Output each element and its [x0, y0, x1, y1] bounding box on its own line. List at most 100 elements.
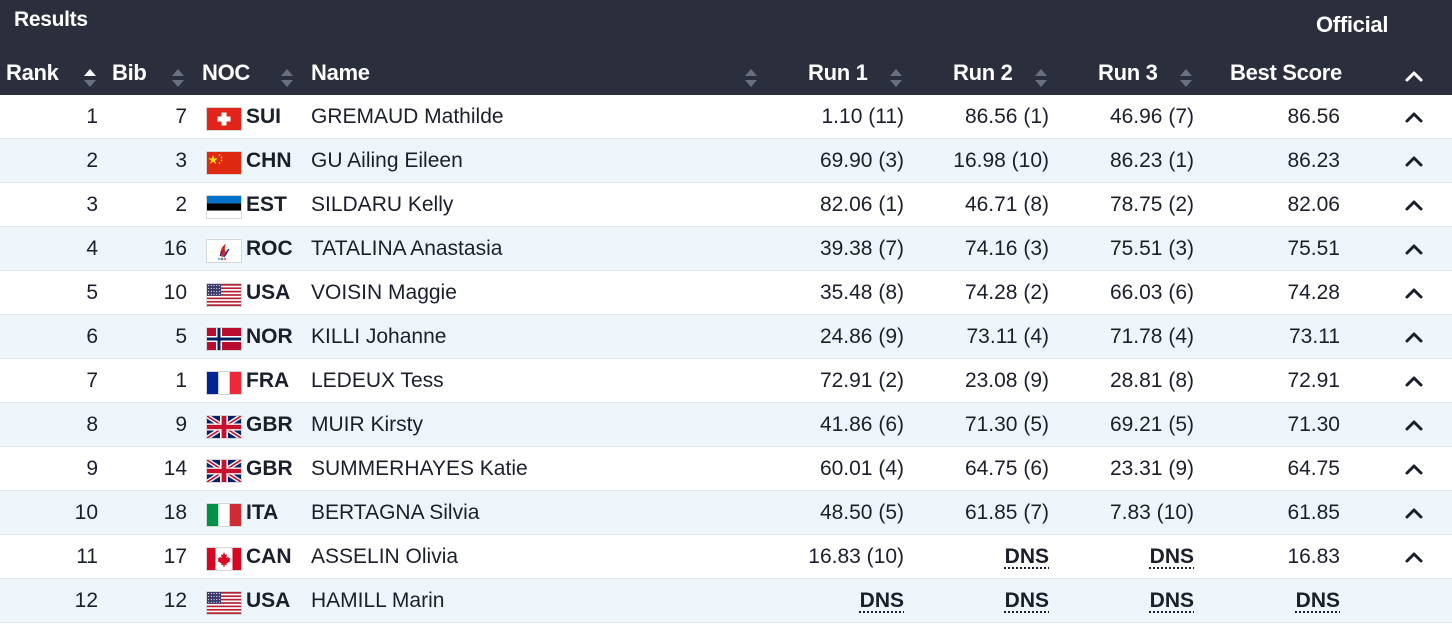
dns-marker[interactable]: DNS — [1004, 545, 1049, 568]
run2-cell: 74.16 (3) — [964, 237, 1049, 260]
flag-est-icon — [206, 195, 242, 219]
column-header-bib[interactable]: Bib — [112, 60, 147, 85]
table-row[interactable]: 10 18 ITA BERTAGNA Silvia 48.50 (5) 61.85 (7)… — [0, 491, 1452, 535]
table-row[interactable]: 7 1 FRA LEDEUX Tess 72.91 (2) 23.08 (9) 28.81 … — [0, 359, 1452, 403]
chevron-up-icon[interactable] — [1404, 197, 1424, 213]
dns-marker[interactable]: DNS — [1149, 545, 1194, 568]
rank-cell: 7 — [86, 369, 98, 392]
column-header-name[interactable]: Name — [311, 60, 370, 85]
run2-cell: 23.08 (9) — [964, 369, 1049, 392]
athlete-name[interactable]: BERTAGNA Silvia — [311, 501, 480, 524]
best-cell: 74.28 — [1287, 281, 1340, 304]
chevron-up-icon[interactable] — [1404, 68, 1424, 84]
athlete-name[interactable]: KILLI Johanne — [311, 325, 447, 348]
table-row[interactable]: 4 16 ROC TATALINA Anastasia 39.38 (7) 74.16 (… — [0, 227, 1452, 271]
flag-usa-icon — [206, 283, 242, 307]
chevron-up-icon[interactable] — [1404, 109, 1424, 125]
run3-cell: 7.83 (10) — [1109, 501, 1194, 524]
chevron-up-icon[interactable] — [1404, 285, 1424, 301]
sort-arrows-icon[interactable] — [744, 67, 758, 89]
sort-arrows-icon[interactable] — [1179, 67, 1193, 89]
dns-marker[interactable]: DNS — [859, 589, 904, 612]
sort-arrows-icon[interactable] — [889, 67, 903, 89]
rank-cell: 9 — [86, 457, 98, 480]
athlete-name[interactable]: GREMAUD Mathilde — [311, 105, 504, 128]
flag-nor-icon — [206, 327, 242, 351]
table-row[interactable]: 5 10 USA VOISIN Maggie 35.48 (8) 74.28 (2) 66.… — [0, 271, 1452, 315]
run2-cell: 74.28 (2) — [964, 281, 1049, 304]
chevron-up-icon[interactable] — [1404, 417, 1424, 433]
table-row[interactable]: 9 14 GBR SUMMERHAYES Katie 60.01 (4) 64.75 (6… — [0, 447, 1452, 491]
table-row[interactable]: 1 7 SUI GREMAUD Mathilde 1.10 (11) 86.56 (1) 4… — [0, 95, 1452, 139]
noc-code: ITA — [246, 501, 279, 524]
best-cell: 72.91 — [1287, 369, 1340, 392]
bib-cell: 18 — [163, 501, 187, 524]
sort-arrows-icon[interactable] — [171, 67, 185, 89]
table-row[interactable]: 8 9 GBR MUIR Kirsty 41.86 (6) 71.30 (5) 69.21 … — [0, 403, 1452, 447]
chevron-up-icon[interactable] — [1404, 549, 1424, 565]
noc-code: USA — [246, 281, 291, 304]
chevron-up-icon[interactable] — [1404, 373, 1424, 389]
noc-code: CAN — [246, 545, 292, 568]
column-header-noc[interactable]: NOC — [202, 60, 250, 85]
table-row[interactable]: 12 12 USA HAMILL Marin DNS DNS DNS DNS — [0, 579, 1452, 623]
athlete-name[interactable]: VOISIN Maggie — [311, 281, 457, 304]
bib-cell: 1 — [175, 369, 187, 392]
column-header-run3[interactable]: Run 3 — [1098, 60, 1158, 85]
run3-cell: 46.96 (7) — [1109, 105, 1194, 128]
run1-cell: DNS — [760, 590, 904, 612]
run1-cell: 16.83 (10) — [808, 545, 904, 568]
athlete-name[interactable]: MUIR Kirsty — [311, 413, 423, 436]
sort-arrows-icon[interactable] — [1034, 67, 1048, 89]
chevron-up-icon[interactable] — [1404, 153, 1424, 169]
athlete-name[interactable]: SILDARU Kelly — [311, 193, 454, 216]
run3-cell: DNS — [1050, 590, 1194, 612]
best-cell: 86.56 — [1287, 105, 1340, 128]
flag-sui-icon — [206, 107, 242, 131]
bib-cell: 10 — [163, 281, 187, 304]
table-row[interactable]: 6 5 NOR KILLI Johanne 24.86 (9) 73.11 (4) 71.7… — [0, 315, 1452, 359]
column-header-run1[interactable]: Run 1 — [808, 60, 868, 85]
athlete-name[interactable]: GU Ailing Eileen — [311, 149, 463, 172]
athlete-name[interactable]: SUMMERHAYES Katie — [311, 457, 528, 480]
rank-cell: 2 — [86, 149, 98, 172]
dns-marker[interactable]: DNS — [1004, 589, 1049, 612]
best-cell: 82.06 — [1287, 193, 1340, 216]
chevron-up-icon[interactable] — [1404, 329, 1424, 345]
bib-cell: 7 — [175, 105, 187, 128]
run2-cell: 16.98 (10) — [953, 149, 1049, 172]
rank-cell: 5 — [86, 281, 98, 304]
run2-cell: 86.56 (1) — [964, 105, 1049, 128]
flag-usa-icon — [206, 591, 242, 615]
athlete-name[interactable]: TATALINA Anastasia — [311, 237, 503, 260]
athlete-name[interactable]: HAMILL Marin — [311, 589, 445, 612]
table-row[interactable]: 3 2 EST SILDARU Kelly 82.06 (1) 46.71 (8) 78.7… — [0, 183, 1452, 227]
chevron-up-icon[interactable] — [1404, 505, 1424, 521]
results-title: Results — [14, 8, 88, 31]
chevron-up-icon[interactable] — [1404, 241, 1424, 257]
rank-cell: 10 — [74, 501, 98, 524]
column-header-run2[interactable]: Run 2 — [953, 60, 1013, 85]
bib-cell: 5 — [175, 325, 187, 348]
dns-marker[interactable]: DNS — [1149, 589, 1194, 612]
best-cell: 16.83 — [1287, 545, 1340, 568]
athlete-name[interactable]: LEDEUX Tess — [311, 369, 444, 392]
run3-cell: 86.23 (1) — [1109, 149, 1194, 172]
noc-code: USA — [246, 589, 291, 612]
bib-cell: 9 — [175, 413, 187, 436]
athlete-name[interactable]: ASSELIN Olivia — [311, 545, 459, 568]
dns-marker[interactable]: DNS — [1295, 589, 1340, 612]
rank-cell: 1 — [86, 105, 98, 128]
bib-cell: 2 — [175, 193, 187, 216]
run1-cell: 1.10 (11) — [821, 105, 905, 128]
table-row[interactable]: 11 17 CAN ASSELIN Olivia 16.83 (10) DNS DNS 16.… — [0, 535, 1452, 579]
bib-cell: 17 — [163, 545, 187, 568]
sort-ascending-icon[interactable] — [83, 67, 97, 89]
column-header-best-score[interactable]: Best Score — [1230, 60, 1342, 85]
run1-cell: 72.91 (2) — [819, 369, 904, 392]
table-row[interactable]: 2 3 CHN GU Ailing Eileen 69.90 (3) 16.98 (10)… — [0, 139, 1452, 183]
chevron-up-icon[interactable] — [1404, 461, 1424, 477]
noc-code: FRA — [246, 369, 290, 392]
sort-arrows-icon[interactable] — [280, 67, 294, 89]
column-header-rank[interactable]: Rank — [6, 60, 59, 85]
